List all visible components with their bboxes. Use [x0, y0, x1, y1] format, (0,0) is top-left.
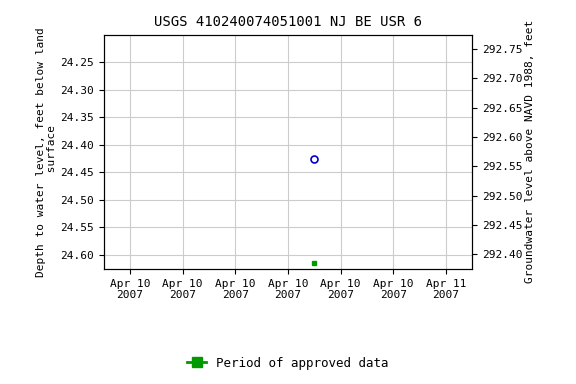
Y-axis label: Groundwater level above NAVD 1988, feet: Groundwater level above NAVD 1988, feet: [525, 20, 535, 283]
Legend: Period of approved data: Period of approved data: [183, 352, 393, 375]
Y-axis label: Depth to water level, feet below land
 surface: Depth to water level, feet below land su…: [36, 27, 58, 276]
Title: USGS 410240074051001 NJ BE USR 6: USGS 410240074051001 NJ BE USR 6: [154, 15, 422, 29]
